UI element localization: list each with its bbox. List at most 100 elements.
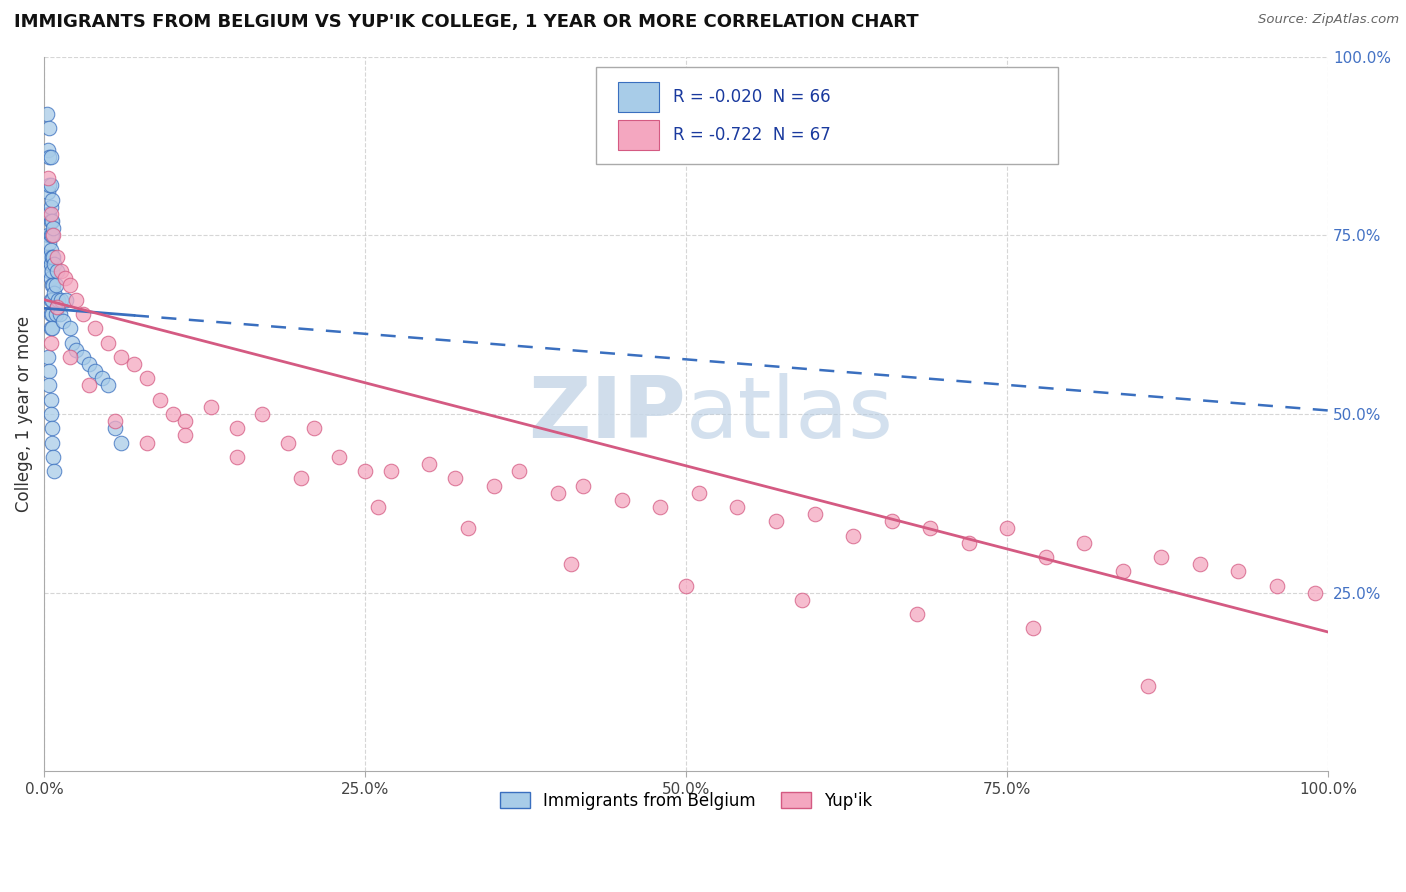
Point	[765, 514, 787, 528]
Point	[1073, 535, 1095, 549]
Point	[880, 514, 903, 528]
Point	[48, 307, 70, 321]
Point	[41, 293, 63, 307]
Point	[39, 293, 62, 307]
Point	[55, 293, 77, 307]
Point	[482, 478, 505, 492]
Point	[41, 228, 63, 243]
Point	[842, 528, 865, 542]
Point	[37, 143, 59, 157]
Point	[46, 250, 69, 264]
Point	[1303, 585, 1326, 599]
Point	[39, 321, 62, 335]
Point	[59, 350, 82, 364]
Point	[688, 485, 710, 500]
Point	[41, 421, 63, 435]
Point	[77, 357, 100, 371]
Point	[44, 257, 66, 271]
Point	[200, 400, 222, 414]
Text: Source: ZipAtlas.com: Source: ZipAtlas.com	[1258, 13, 1399, 27]
Point	[135, 435, 157, 450]
Point	[174, 414, 197, 428]
Point	[38, 150, 60, 164]
Point	[444, 471, 467, 485]
Point	[135, 371, 157, 385]
Point	[41, 264, 63, 278]
Point	[1137, 679, 1160, 693]
Point	[46, 300, 69, 314]
Bar	[619, 120, 659, 150]
Point	[41, 214, 63, 228]
Point	[110, 350, 132, 364]
Point	[675, 578, 697, 592]
Point	[905, 607, 928, 622]
Point	[77, 378, 100, 392]
Point	[41, 278, 63, 293]
Point	[1188, 557, 1211, 571]
Point	[41, 435, 63, 450]
Point	[84, 321, 107, 335]
Point	[1035, 549, 1057, 564]
Point	[1112, 564, 1135, 578]
Point	[560, 557, 582, 571]
Point	[45, 307, 67, 321]
Point	[39, 407, 62, 421]
Point	[354, 464, 377, 478]
Text: IMMIGRANTS FROM BELGIUM VS YUP'IK COLLEGE, 1 YEAR OR MORE CORRELATION CHART: IMMIGRANTS FROM BELGIUM VS YUP'IK COLLEG…	[14, 13, 918, 31]
Point	[37, 171, 59, 186]
Text: R = -0.722  N = 67: R = -0.722 N = 67	[673, 126, 831, 144]
Point	[1150, 549, 1173, 564]
Point	[39, 392, 62, 407]
Point	[72, 350, 94, 364]
Point	[38, 264, 60, 278]
Point	[252, 407, 274, 421]
Point	[39, 200, 62, 214]
Point	[957, 535, 980, 549]
Point	[42, 228, 65, 243]
Point	[1227, 564, 1250, 578]
Point	[508, 464, 530, 478]
Point	[65, 343, 87, 357]
Point	[44, 285, 66, 300]
Point	[37, 250, 59, 264]
Point	[37, 186, 59, 200]
Point	[45, 278, 67, 293]
Point	[90, 371, 112, 385]
Legend: Immigrants from Belgium, Yup'ik: Immigrants from Belgium, Yup'ik	[494, 785, 879, 817]
Point	[39, 271, 62, 285]
Point	[59, 278, 82, 293]
Point	[65, 293, 87, 307]
Point	[97, 335, 120, 350]
FancyBboxPatch shape	[596, 68, 1059, 164]
Point	[277, 435, 299, 450]
Point	[39, 207, 62, 221]
Point	[39, 228, 62, 243]
Point	[53, 271, 76, 285]
Point	[46, 300, 69, 314]
Point	[162, 407, 184, 421]
Point	[37, 207, 59, 221]
Point	[72, 307, 94, 321]
Point	[46, 293, 69, 307]
Bar	[619, 82, 659, 112]
Point	[572, 478, 595, 492]
Point	[610, 492, 633, 507]
Point	[39, 178, 62, 193]
Point	[995, 521, 1018, 535]
Point	[457, 521, 479, 535]
Point	[1022, 622, 1045, 636]
Point	[42, 221, 65, 235]
Point	[42, 450, 65, 464]
Point	[104, 414, 127, 428]
Text: ZIP: ZIP	[529, 373, 686, 456]
Point	[41, 307, 63, 321]
Point	[41, 193, 63, 207]
Point	[803, 507, 825, 521]
Text: R = -0.020  N = 66: R = -0.020 N = 66	[673, 87, 831, 106]
Point	[547, 485, 569, 500]
Point	[39, 243, 62, 257]
Point	[39, 335, 62, 350]
Point	[39, 214, 62, 228]
Point	[110, 435, 132, 450]
Point	[290, 471, 312, 485]
